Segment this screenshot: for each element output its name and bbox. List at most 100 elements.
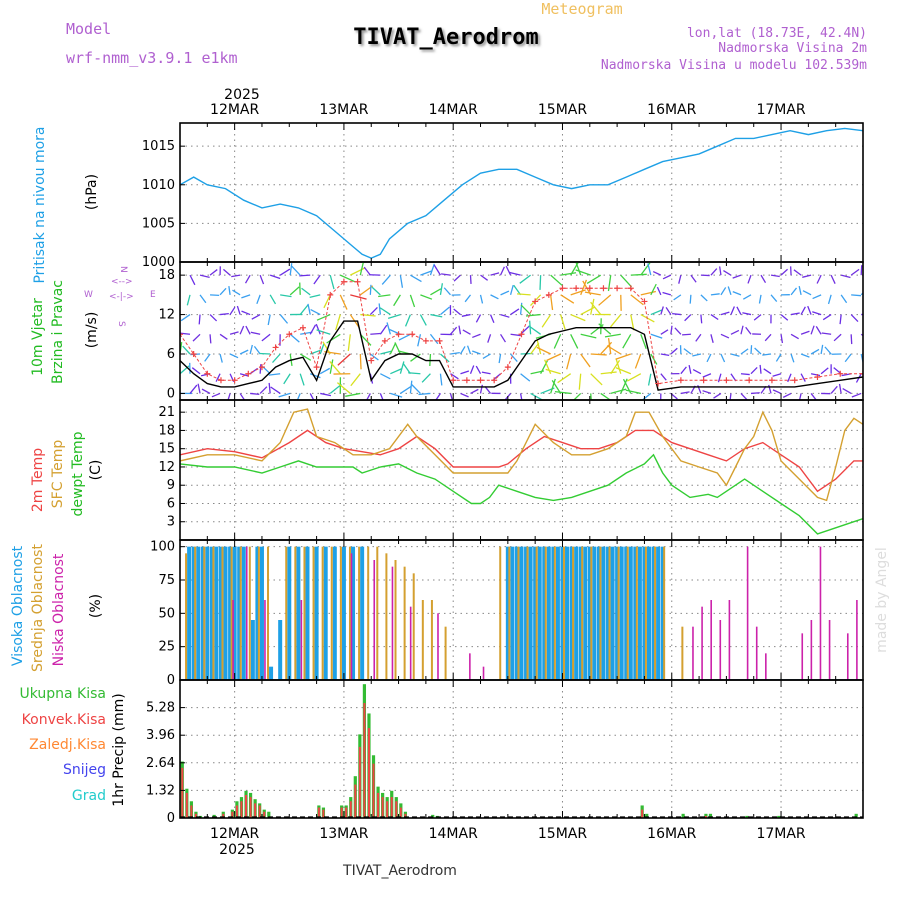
wind-barb bbox=[740, 325, 744, 335]
wind-barb bbox=[498, 353, 502, 364]
wind-barb bbox=[239, 325, 245, 335]
clouds-bar bbox=[323, 546, 328, 680]
wind-barb bbox=[209, 314, 218, 322]
wind-barb bbox=[720, 333, 730, 339]
wind-barb bbox=[580, 279, 588, 296]
pressure-series-line bbox=[180, 127, 863, 259]
wind-barb bbox=[402, 362, 411, 375]
wind-barb bbox=[460, 392, 469, 398]
wind-barb bbox=[615, 358, 622, 374]
clouds-bar bbox=[514, 546, 519, 680]
wind-barb bbox=[335, 314, 341, 331]
wind-barb bbox=[310, 308, 321, 316]
gust-marker bbox=[837, 370, 844, 377]
wind-barb bbox=[475, 365, 482, 375]
clouds-bar bbox=[259, 546, 264, 680]
wind-barb bbox=[682, 333, 691, 336]
wind-barb bbox=[347, 334, 351, 352]
tsfc-ylabel: SFC Temp bbox=[50, 440, 66, 509]
legend-frozen-rain: Zaledj.Kisa bbox=[29, 737, 106, 753]
clouds-bar bbox=[241, 546, 246, 680]
pressure-ylabel: Pritisak na nivou mora bbox=[32, 126, 48, 283]
wind-barb bbox=[610, 388, 627, 395]
wind-barb bbox=[553, 334, 562, 349]
wind-barb bbox=[680, 391, 690, 395]
precip-bar bbox=[641, 809, 644, 818]
clouds-bar bbox=[437, 613, 439, 680]
wind-barb bbox=[678, 274, 682, 284]
clouds-bar bbox=[228, 546, 233, 680]
clouds-bar bbox=[394, 560, 397, 680]
wind-barb bbox=[420, 270, 433, 276]
wind-barb bbox=[329, 274, 335, 290]
precip-panel: 0 1.32 2.64 3.96 5.28 bbox=[146, 679, 864, 826]
clouds-ytick-label: 0 bbox=[167, 673, 175, 688]
wind-barb bbox=[833, 333, 842, 342]
clouds-bar bbox=[385, 553, 388, 680]
precip-bar bbox=[777, 815, 781, 818]
clouds-bar bbox=[651, 546, 656, 680]
wind-barb bbox=[430, 288, 442, 296]
pressure-ytick-label: 1000 bbox=[142, 255, 175, 270]
wind-barb bbox=[812, 294, 822, 300]
wind-barb bbox=[598, 294, 612, 306]
clouds-bar bbox=[223, 546, 228, 680]
wind-barb bbox=[489, 314, 495, 323]
wind-barb bbox=[673, 294, 682, 301]
wind-barb bbox=[410, 353, 421, 362]
wind-barb bbox=[702, 390, 712, 395]
wind-barb bbox=[660, 329, 669, 335]
clouds-bar bbox=[569, 546, 574, 680]
gust-marker bbox=[545, 291, 552, 298]
wind-barb bbox=[453, 274, 461, 282]
gust-marker bbox=[272, 344, 279, 351]
clouds-bar bbox=[264, 600, 266, 680]
gust-marker bbox=[504, 364, 511, 371]
top-date-label: 14MAR bbox=[429, 102, 478, 118]
wind-barb bbox=[481, 371, 491, 375]
wind-barb bbox=[371, 286, 381, 296]
wind-barb bbox=[570, 313, 586, 322]
clouds-bar bbox=[421, 600, 424, 680]
clouds-bar bbox=[801, 633, 804, 680]
bottom-date-label: 15MAR bbox=[538, 826, 587, 842]
wind-barb bbox=[750, 345, 753, 355]
wind-panel: 0 6 12 18 bbox=[158, 261, 864, 401]
clouds-bar bbox=[209, 546, 214, 680]
wind-barb bbox=[810, 373, 821, 377]
clouds-bar bbox=[537, 546, 542, 680]
wind-barb bbox=[551, 380, 562, 394]
wind-barb bbox=[763, 368, 772, 375]
clouds-bar bbox=[285, 546, 288, 680]
wind-barb bbox=[578, 373, 582, 390]
wind-barb bbox=[189, 274, 196, 286]
wind-barb bbox=[443, 287, 451, 296]
wind-barb bbox=[484, 386, 492, 394]
clouds-bar bbox=[596, 546, 601, 680]
precip-bar bbox=[317, 807, 320, 818]
gust-marker bbox=[340, 278, 347, 285]
wind-barb bbox=[261, 333, 271, 342]
wind-barb bbox=[730, 353, 740, 357]
precip-bar bbox=[381, 797, 384, 818]
pressure-panel: 1000 1005 1010 1015 bbox=[142, 122, 864, 270]
wind-barb bbox=[674, 327, 682, 335]
wind-barb bbox=[810, 348, 820, 355]
wind-barb bbox=[268, 373, 281, 376]
wind-barb bbox=[482, 353, 491, 360]
wind-barb bbox=[665, 307, 672, 315]
wind-barb bbox=[239, 349, 249, 355]
clouds-bar bbox=[269, 666, 274, 680]
precip-bar bbox=[704, 813, 708, 818]
clouds-bar bbox=[339, 546, 342, 680]
wind-barb bbox=[250, 392, 260, 396]
model-altitude-text: Nadmorska Visina u modelu 102.539m bbox=[601, 58, 867, 73]
gust-marker bbox=[463, 377, 470, 384]
wind-barb bbox=[762, 353, 772, 356]
clouds-bar bbox=[194, 546, 197, 680]
wind-barb bbox=[546, 353, 561, 362]
compass-east: E bbox=[150, 290, 156, 300]
clouds-bar bbox=[294, 546, 297, 680]
clouds-bar bbox=[196, 546, 201, 680]
wind-barb bbox=[201, 388, 211, 395]
